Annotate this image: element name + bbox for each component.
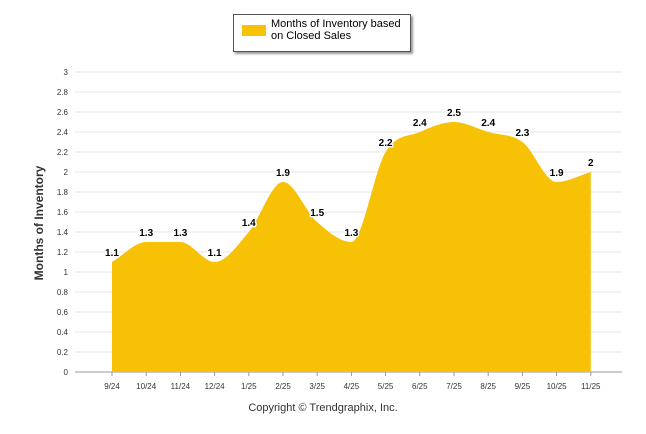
- data-label: 1.9: [550, 168, 564, 179]
- x-tick-label: 9/24: [104, 382, 120, 391]
- series-area: [112, 122, 591, 372]
- data-label: 1.5: [310, 208, 324, 219]
- data-label: 1.1: [208, 248, 222, 259]
- y-tick-label: 2.8: [57, 88, 69, 97]
- x-tick-label: 3/25: [309, 382, 325, 391]
- x-tick-label: 8/25: [480, 382, 496, 391]
- x-tick-label: 12/24: [205, 382, 226, 391]
- y-tick-label: 1.6: [57, 208, 69, 217]
- x-tick-label: 7/25: [446, 382, 462, 391]
- y-axis-label: Months of Inventory: [32, 165, 46, 280]
- y-tick-label: 1.4: [57, 228, 69, 237]
- y-tick-label: 2.4: [57, 128, 69, 137]
- x-tick-label: 10/25: [547, 382, 568, 391]
- y-tick-label: 3: [64, 68, 69, 77]
- data-label: 2.4: [413, 118, 427, 129]
- x-tick-label: 2/25: [275, 382, 291, 391]
- y-tick-label: 2: [64, 168, 69, 177]
- x-tick-label: 10/24: [136, 382, 157, 391]
- legend-label: Months of Inventory based on Closed Sale…: [271, 18, 401, 42]
- data-label: 1.3: [344, 228, 358, 239]
- y-tick-label: 1.2: [57, 248, 69, 257]
- data-labels: 1.1 1.3 1.3 1.1 1.4 1.9 1.5 1.3 2.2 2.4 2.5 2.4 2.3 1…: [104, 107, 595, 261]
- x-tick-label: 1/25: [241, 382, 257, 391]
- data-label: 2.4: [481, 118, 495, 129]
- y-tick-label: 1.8: [57, 188, 69, 197]
- y-tick-label: 2.2: [57, 148, 69, 157]
- y-tick-label: 0.2: [57, 348, 69, 357]
- data-label: 2.3: [515, 128, 529, 139]
- x-tick-label: 11/25: [581, 382, 601, 391]
- area-fill: [112, 122, 591, 372]
- y-tick-label: 1: [64, 268, 69, 277]
- legend[interactable]: Months of Inventory based on Closed Sale…: [233, 14, 411, 52]
- y-tick-label: 0.8: [57, 288, 69, 297]
- data-label: 1.1: [105, 248, 119, 259]
- data-label: 1.4: [242, 218, 256, 229]
- data-label: 2.5: [447, 108, 461, 119]
- y-tick-label: 0: [64, 368, 69, 377]
- legend-swatch: [242, 25, 266, 36]
- data-label: 1.9: [276, 168, 290, 179]
- data-label: 1.3: [139, 228, 153, 239]
- y-tick-label: 0.6: [57, 308, 69, 317]
- x-tick-label: 9/25: [515, 382, 531, 391]
- x-tick-label: 11/24: [171, 382, 191, 391]
- axes: 0 0.2 0.4 0.6 0.8 1 1.2 1.4 1.6 1.8 2 2.2 2.4 2.6 2.8 3…: [57, 68, 601, 391]
- data-label: 2: [588, 158, 594, 169]
- copyright-text: Copyright © Trendgraphix, Inc.: [248, 402, 398, 414]
- x-tick-label: 5/25: [378, 382, 394, 391]
- y-tick-label: 2.6: [57, 108, 69, 117]
- y-tick-label: 0.4: [57, 328, 69, 337]
- data-label: 1.3: [173, 228, 187, 239]
- x-tick-label: 4/25: [344, 382, 360, 391]
- data-label: 2.2: [379, 138, 393, 149]
- x-tick-label: 6/25: [412, 382, 428, 391]
